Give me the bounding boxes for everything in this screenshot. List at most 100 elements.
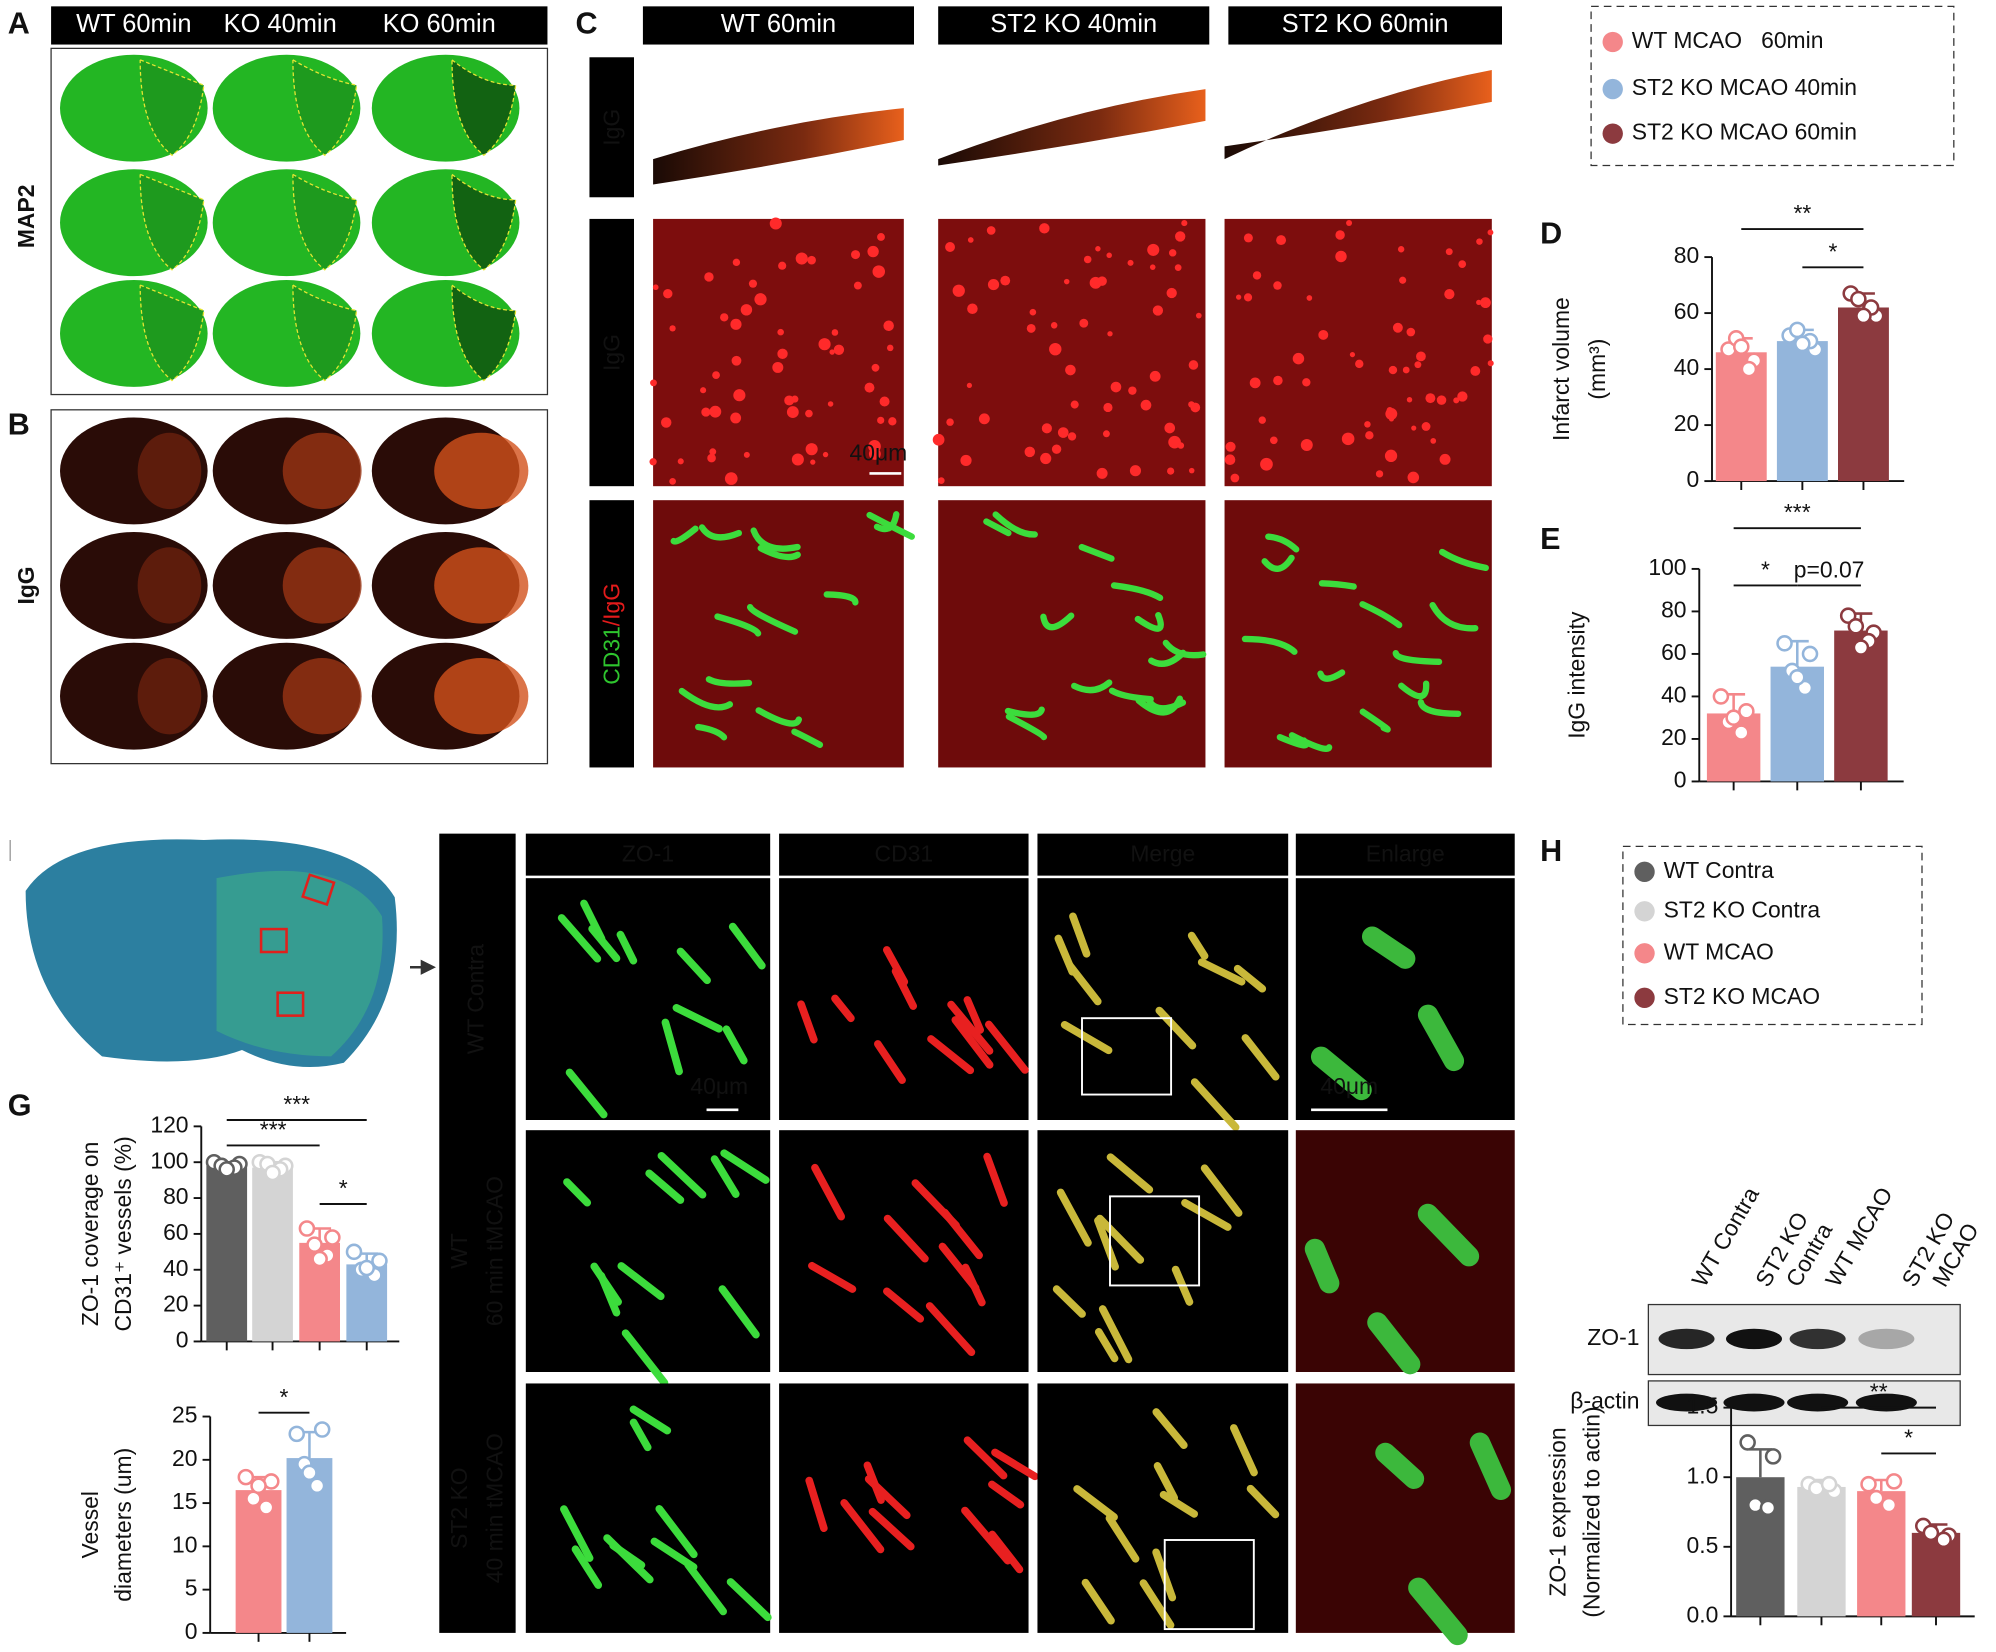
column-header: ZO-1 <box>622 840 674 866</box>
y-tick-label: 20 <box>172 1445 197 1471</box>
legend-label: ST2 KO MCAO 60min <box>1632 119 1857 145</box>
vessel <box>1288 732 1333 753</box>
cell <box>1457 391 1468 402</box>
vessel <box>1004 706 1045 718</box>
vessel <box>1105 1514 1140 1563</box>
legend-frame <box>1622 845 1923 1026</box>
micrograph <box>938 500 1206 768</box>
vessel <box>1398 680 1430 700</box>
cell <box>1057 427 1069 438</box>
data-point <box>311 1250 328 1268</box>
vessel <box>961 1506 1012 1565</box>
data-point <box>308 1477 326 1495</box>
cell <box>1355 359 1364 369</box>
data-point <box>301 1464 318 1482</box>
vessel <box>925 1302 976 1357</box>
bar <box>1736 1477 1785 1617</box>
cell <box>1252 271 1262 280</box>
cell <box>1106 252 1112 259</box>
vessel <box>874 1040 906 1084</box>
row-label: 40 min tMCAO <box>482 1433 508 1583</box>
header-bar <box>938 6 1210 45</box>
row-label-bar <box>439 833 516 1633</box>
cell <box>1230 473 1240 483</box>
data-point <box>1935 1531 1952 1549</box>
vessel <box>1110 582 1164 602</box>
bar <box>1797 1486 1846 1617</box>
cell <box>1306 295 1313 301</box>
y-axis-label: CD31⁺ vessels (%) <box>110 1136 136 1331</box>
cell <box>1402 366 1410 374</box>
significance-label: * <box>1828 238 1837 264</box>
cell <box>1349 351 1356 358</box>
cell <box>652 284 659 291</box>
y-axis-label: (Normalized to actin) <box>1579 1406 1605 1617</box>
y-tick-label: 40 <box>163 1255 188 1281</box>
vessel <box>616 930 638 965</box>
y-tick-label: 120 <box>150 1111 188 1137</box>
header-bar <box>1037 833 1289 876</box>
cell <box>867 245 879 258</box>
vessel <box>1078 543 1115 562</box>
cell <box>1177 442 1185 449</box>
cell <box>822 451 829 458</box>
cell <box>777 328 784 336</box>
panel-letter: B <box>8 407 30 441</box>
lesion <box>282 547 362 624</box>
cell <box>1127 259 1134 266</box>
cell <box>1225 441 1236 452</box>
y-tick-label: 20 <box>1661 724 1686 750</box>
vessel <box>963 996 985 1034</box>
data-point <box>358 1259 375 1277</box>
y-tick-label: 5 <box>185 1575 198 1601</box>
row-label: WT <box>446 1233 472 1269</box>
cell <box>778 261 787 270</box>
cell <box>1416 351 1426 362</box>
vessel <box>698 524 743 541</box>
cell <box>1041 423 1052 434</box>
y-tick-label: 0 <box>185 1618 198 1644</box>
infarct-outline <box>139 59 205 157</box>
cell <box>1149 370 1161 382</box>
cell <box>1458 260 1467 269</box>
cell <box>833 344 845 355</box>
cell <box>818 338 831 351</box>
panel-letter: E <box>1540 522 1560 556</box>
micrograph <box>779 878 1029 1120</box>
cell <box>1140 399 1152 411</box>
vessel <box>563 1178 592 1207</box>
vessel <box>1408 1577 1468 1646</box>
cell <box>937 477 945 484</box>
y-tick-label: 80 <box>163 1183 188 1209</box>
y-axis-label: ZO-1 expression <box>1544 1427 1570 1596</box>
data-point <box>324 1229 341 1246</box>
vessel <box>868 1507 915 1551</box>
vessel <box>1152 1408 1188 1450</box>
data-point <box>306 1236 323 1253</box>
cell <box>871 363 880 372</box>
cell <box>663 289 673 299</box>
infarct-outline <box>451 173 517 271</box>
vessel <box>1304 1238 1340 1294</box>
lesion <box>434 547 529 624</box>
cell <box>945 242 955 252</box>
bar <box>1715 352 1767 482</box>
surface-plot <box>1224 70 1492 160</box>
cell <box>731 355 742 366</box>
cell <box>1436 395 1447 405</box>
cell <box>791 453 804 466</box>
vessel <box>864 1475 911 1520</box>
vessel <box>661 1018 683 1076</box>
panel-letter: H <box>1540 834 1562 868</box>
vessel <box>1073 1485 1118 1521</box>
vessel <box>1392 649 1443 666</box>
cell <box>851 250 861 260</box>
roi-box <box>259 927 288 954</box>
cell <box>1444 289 1455 300</box>
vessel <box>991 1448 1039 1481</box>
data-point <box>1801 645 1819 663</box>
column-header: ST2 KO 60min <box>1282 10 1449 38</box>
significance-label: * <box>1761 557 1770 583</box>
legend-label: ST2 KO Contra <box>1664 896 1821 922</box>
y-tick-label: 10 <box>172 1531 197 1557</box>
